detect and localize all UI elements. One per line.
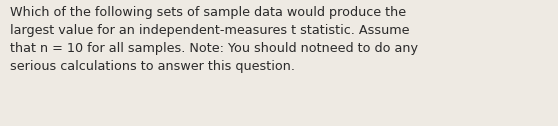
Text: Which of the following sets of sample data would produce the
largest value for a: Which of the following sets of sample da… — [10, 6, 418, 73]
